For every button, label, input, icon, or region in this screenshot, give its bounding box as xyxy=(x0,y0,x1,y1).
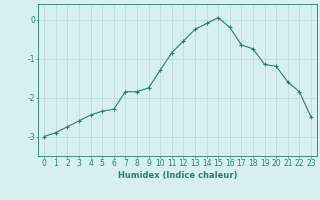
X-axis label: Humidex (Indice chaleur): Humidex (Indice chaleur) xyxy=(118,171,237,180)
